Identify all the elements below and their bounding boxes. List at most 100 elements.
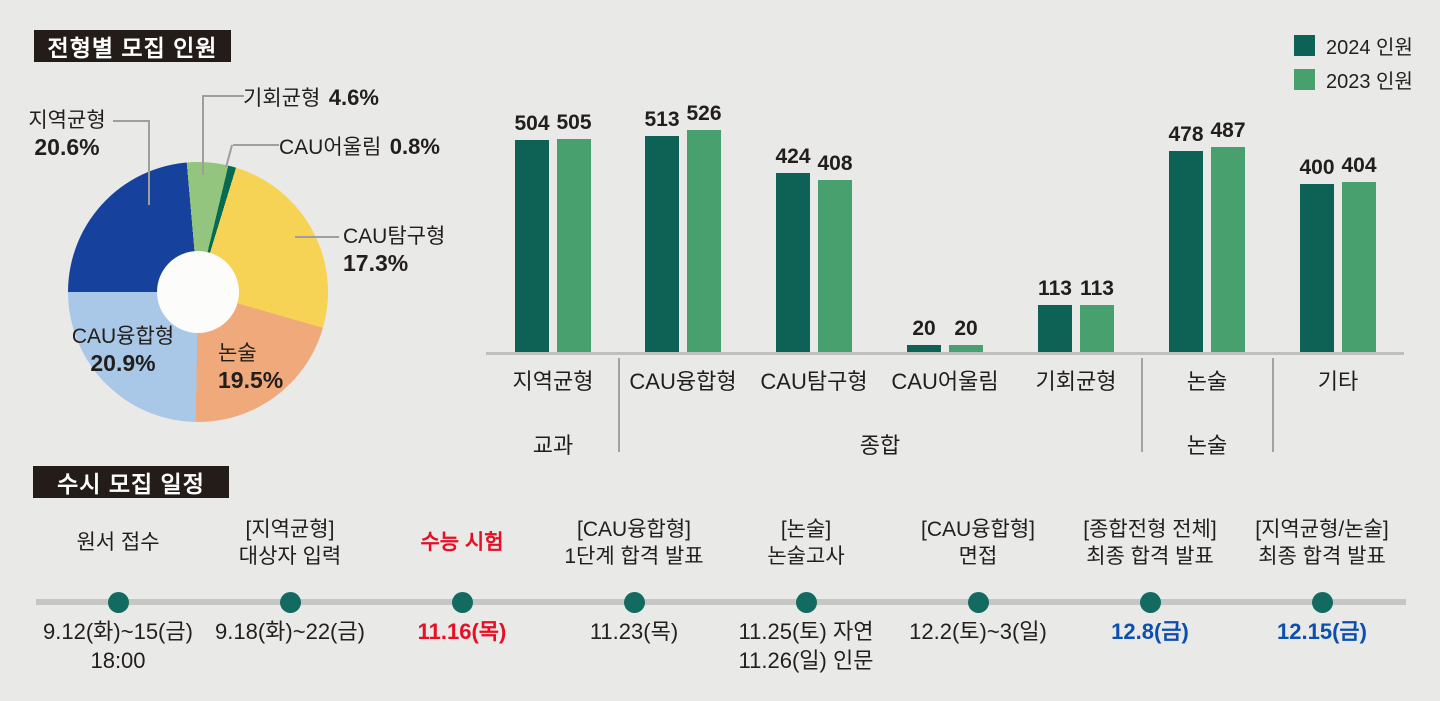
group-divider: [618, 358, 620, 452]
bar-2024: [1038, 305, 1072, 353]
timeline-event-date: 11.16(목): [417, 619, 507, 644]
bar-value-label: 113: [1080, 277, 1114, 300]
bar-value-label: 487: [1210, 119, 1246, 142]
legend-label-2023: 2023 인원: [1326, 71, 1413, 93]
bar-value-label: 404: [1341, 154, 1377, 177]
timeline-dot: [624, 592, 645, 613]
timeline-event-label: [종합전형 전체] 최종 합격 발표: [1083, 518, 1217, 568]
donut-hole: [157, 251, 239, 333]
pie-label-name: CAU탐구형: [343, 225, 446, 248]
category-label: CAU어울림: [891, 369, 999, 394]
timeline-event-label: [CAU융합형] 1단계 합격 발표: [564, 518, 704, 568]
timeline-event-date: 12.2(토)~3(일): [909, 619, 1047, 644]
timeline-dot: [108, 592, 129, 613]
pie-label-pct: 4.6%: [328, 85, 379, 110]
bar-2024: [776, 173, 810, 353]
bar-value-label: 408: [817, 152, 853, 175]
group-label-nonsul: 논술: [1186, 433, 1228, 458]
bar-2023: [687, 130, 721, 353]
bar-2023: [818, 180, 852, 353]
bar-2023: [949, 345, 983, 353]
bar-2023: [1080, 305, 1114, 353]
group-label-gyogwa: 교과: [532, 433, 574, 458]
pie-label-pct: 0.8%: [389, 134, 440, 159]
donut-chart: [68, 162, 328, 422]
bar-2024: [907, 345, 941, 353]
pie-label-gihoe: 기회균형 4.6%: [243, 85, 379, 114]
bar-value-label: 20: [954, 317, 978, 340]
leader-line-jiyeok: [113, 120, 150, 122]
pie-label-nonsul: 논술 19.5%: [218, 341, 283, 393]
category-label: 지역균형: [512, 369, 594, 394]
bar-2024: [645, 136, 679, 353]
bar-2023: [1342, 182, 1376, 353]
pie-label-eoullim: CAU어울림 0.8%: [279, 134, 440, 163]
leader-line-eoullim: [233, 144, 279, 146]
bar-2024: [1169, 151, 1203, 353]
pie-label-name: 지역균형: [28, 109, 106, 132]
pie-label-tamgu: CAU탐구형 17.3%: [343, 224, 445, 276]
bar-2023: [1211, 147, 1245, 353]
pie-label-name: CAU어울림: [279, 136, 382, 159]
timeline-event-date: 12.8(금): [1111, 619, 1189, 644]
category-label: 논술: [1186, 369, 1228, 394]
pie-label-name: 논술: [218, 342, 257, 365]
pie-label-jiyeok: 지역균형 20.6%: [12, 108, 122, 160]
timeline-event-date: 11.25(토) 자연 11.26(일) 인문: [738, 619, 874, 673]
timeline-event-date: 9.12(화)~15(금) 18:00: [43, 619, 193, 673]
pie-label-yunghap: CAU융합형 20.9%: [62, 324, 184, 376]
group-divider: [1272, 358, 1274, 452]
bar-2024: [1300, 184, 1334, 353]
timeline-event-label: [지역균형/논술] 최종 합격 발표: [1255, 518, 1389, 568]
timeline-dot: [968, 592, 989, 613]
bar-value-label: 113: [1038, 277, 1072, 300]
timeline-event-date: 11.23(목): [589, 619, 679, 644]
legend-swatch-2024: [1294, 35, 1315, 56]
bar-value-label: 478: [1168, 123, 1204, 146]
category-label: CAU융합형: [629, 369, 737, 394]
leader-line-jiyeok: [148, 120, 150, 205]
timeline-dot: [796, 592, 817, 613]
pie-label-pct: 19.5%: [218, 367, 284, 393]
x-axis-line: [486, 352, 1404, 355]
group-divider: [1141, 358, 1143, 452]
bar-value-label: 526: [686, 102, 722, 125]
leader-line-gihoe: [202, 96, 204, 175]
category-label: 기회균형: [1035, 369, 1117, 394]
legend-swatch-2023: [1294, 69, 1315, 90]
timeline-dot: [1140, 592, 1161, 613]
leader-line-tamgu: [295, 236, 339, 238]
timeline-line: [36, 599, 1406, 605]
timeline-event-label: 원서 접수: [76, 531, 160, 554]
group-label-jonghap: 종합: [859, 433, 901, 458]
pie-label-pct: 20.6%: [34, 134, 100, 160]
bar-value-label: 505: [556, 111, 592, 134]
pie-label-pct: 17.3%: [343, 250, 409, 276]
leader-line-gihoe: [202, 95, 244, 97]
timeline-event-label: [지역균형] 대상자 입력: [238, 518, 342, 568]
timeline-event-label: 수능 시험: [420, 531, 504, 554]
pie-section-title: 전형별 모집 인원: [34, 30, 231, 62]
pie-label-name: CAU융합형: [71, 325, 175, 348]
category-label: CAU탐구형: [760, 369, 868, 394]
category-label: 기타: [1317, 369, 1359, 394]
bar-value-label: 424: [775, 145, 811, 168]
timeline-event-label: [논술] 논술고사: [767, 518, 845, 568]
timeline-dot: [280, 592, 301, 613]
timeline-event-label: [CAU융합형] 면접: [921, 518, 1035, 568]
bar-value-label: 504: [514, 112, 550, 135]
timeline-dot: [452, 592, 473, 613]
bar-2024: [515, 140, 549, 353]
timeline-section-title: 수시 모집 일정: [33, 466, 229, 498]
timeline-event-date: 9.18(화)~22(금): [215, 619, 365, 644]
timeline-event-date: 12.15(금): [1277, 619, 1367, 644]
bar-2023: [557, 139, 591, 353]
legend-item-2023: 2023 인원: [1294, 65, 1413, 94]
timeline-dot: [1312, 592, 1333, 613]
legend-item-2024: 2024 인원: [1294, 31, 1413, 60]
bar-value-label: 513: [644, 108, 680, 131]
pie-label-name: 기회균형: [243, 87, 321, 110]
